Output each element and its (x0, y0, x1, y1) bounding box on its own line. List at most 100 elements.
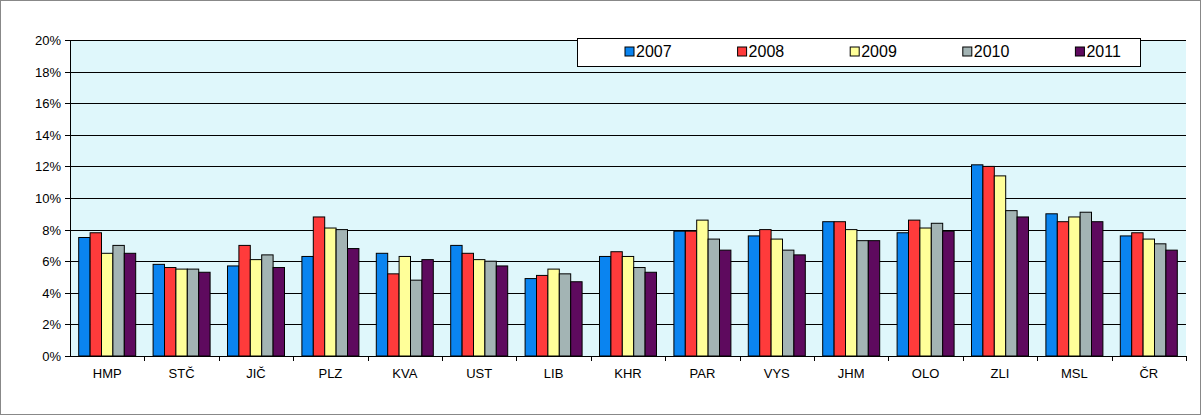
bar (748, 236, 759, 356)
x-tick (293, 356, 294, 361)
x-tick-label: ZLI (991, 366, 1010, 381)
bar (1166, 250, 1177, 356)
bar (559, 274, 570, 356)
y-tick (65, 166, 70, 167)
bar (485, 261, 496, 356)
bar (994, 176, 1005, 356)
x-tick-label: PLZ (318, 366, 342, 381)
bar (153, 264, 164, 356)
x-tick (1037, 356, 1038, 361)
legend-label: 2010 (974, 43, 1010, 60)
x-tick-label: OLO (912, 366, 939, 381)
bar (102, 253, 113, 356)
x-tick-label: MSL (1061, 366, 1088, 381)
bar (537, 275, 548, 356)
bar (846, 230, 857, 356)
x-tick-label: PAR (690, 366, 716, 381)
bar (794, 255, 805, 356)
x-tick (368, 356, 369, 361)
bar (199, 272, 210, 356)
bar (250, 260, 261, 356)
x-tick (740, 356, 741, 361)
bar (720, 250, 731, 356)
bar (920, 228, 931, 356)
bar (1132, 233, 1143, 356)
y-tick (65, 293, 70, 294)
x-tick (814, 356, 815, 361)
bar (1046, 214, 1057, 356)
legend-swatch (625, 47, 634, 56)
y-tick (65, 261, 70, 262)
bar (760, 230, 771, 356)
y-tick (65, 230, 70, 231)
x-tick-label: JHM (838, 366, 865, 381)
bar (90, 233, 101, 356)
y-tick-label: 2% (42, 317, 61, 332)
y-tick-label: 14% (35, 128, 61, 143)
y-tick (65, 72, 70, 73)
bar (708, 239, 719, 356)
bar (388, 274, 399, 356)
grid-line (70, 135, 1186, 136)
bar (399, 256, 410, 356)
x-tick-label: VYS (764, 366, 790, 381)
chart: 0%2%4%6%8%10%12%14%16%18%20%HMPSTČJIČPLZ… (0, 0, 1201, 415)
bars (79, 165, 1178, 356)
x-tick (219, 356, 220, 361)
x-tick-label: KVA (392, 366, 417, 381)
bar (451, 245, 462, 356)
y-tick-label: 20% (35, 33, 61, 48)
bar (124, 253, 135, 356)
bar (1080, 212, 1091, 356)
y-tick-label: 0% (42, 349, 61, 364)
bar (79, 238, 90, 357)
bar (348, 249, 359, 356)
x-tick (144, 356, 145, 361)
bar (622, 256, 633, 356)
grid-line (70, 103, 1186, 104)
bar (325, 228, 336, 356)
bar (834, 222, 845, 356)
bar (239, 245, 250, 356)
bar (823, 222, 834, 356)
y-tick (65, 40, 70, 41)
bar (462, 253, 473, 356)
bar (496, 266, 507, 356)
legend-label: 2011 (1086, 43, 1121, 60)
bar (336, 230, 347, 356)
bar (1006, 211, 1017, 356)
legend-swatch (738, 47, 747, 56)
y-tick-label: 4% (42, 286, 61, 301)
bar (645, 272, 656, 356)
y-tick-label: 18% (35, 65, 61, 80)
bar (868, 241, 879, 356)
x-tick (442, 356, 443, 361)
bar (674, 231, 685, 356)
bar (525, 279, 536, 356)
legend-swatch (850, 47, 859, 56)
bar (783, 250, 794, 356)
x-tick (1186, 356, 1187, 361)
grid-line (70, 72, 1186, 73)
bar (697, 220, 708, 356)
y-tick-label: 6% (42, 254, 61, 269)
bar (1017, 217, 1028, 356)
bar (931, 223, 942, 356)
bar (474, 260, 485, 356)
x-tick-label: HMP (93, 366, 122, 381)
bar (571, 282, 582, 356)
legend-label: 2009 (861, 43, 897, 60)
x-tick-label: KHR (614, 366, 641, 381)
x-tick-label: UST (466, 366, 492, 381)
y-axis (70, 40, 71, 356)
y-tick (65, 135, 70, 136)
y-tick (65, 103, 70, 104)
bar (313, 217, 324, 356)
chart-border (1, 1, 1201, 415)
bar (771, 239, 782, 356)
x-tick-label: JIČ (246, 366, 266, 381)
bar (600, 256, 611, 356)
x-tick (591, 356, 592, 361)
y-tick (65, 356, 70, 357)
bar (983, 166, 994, 356)
